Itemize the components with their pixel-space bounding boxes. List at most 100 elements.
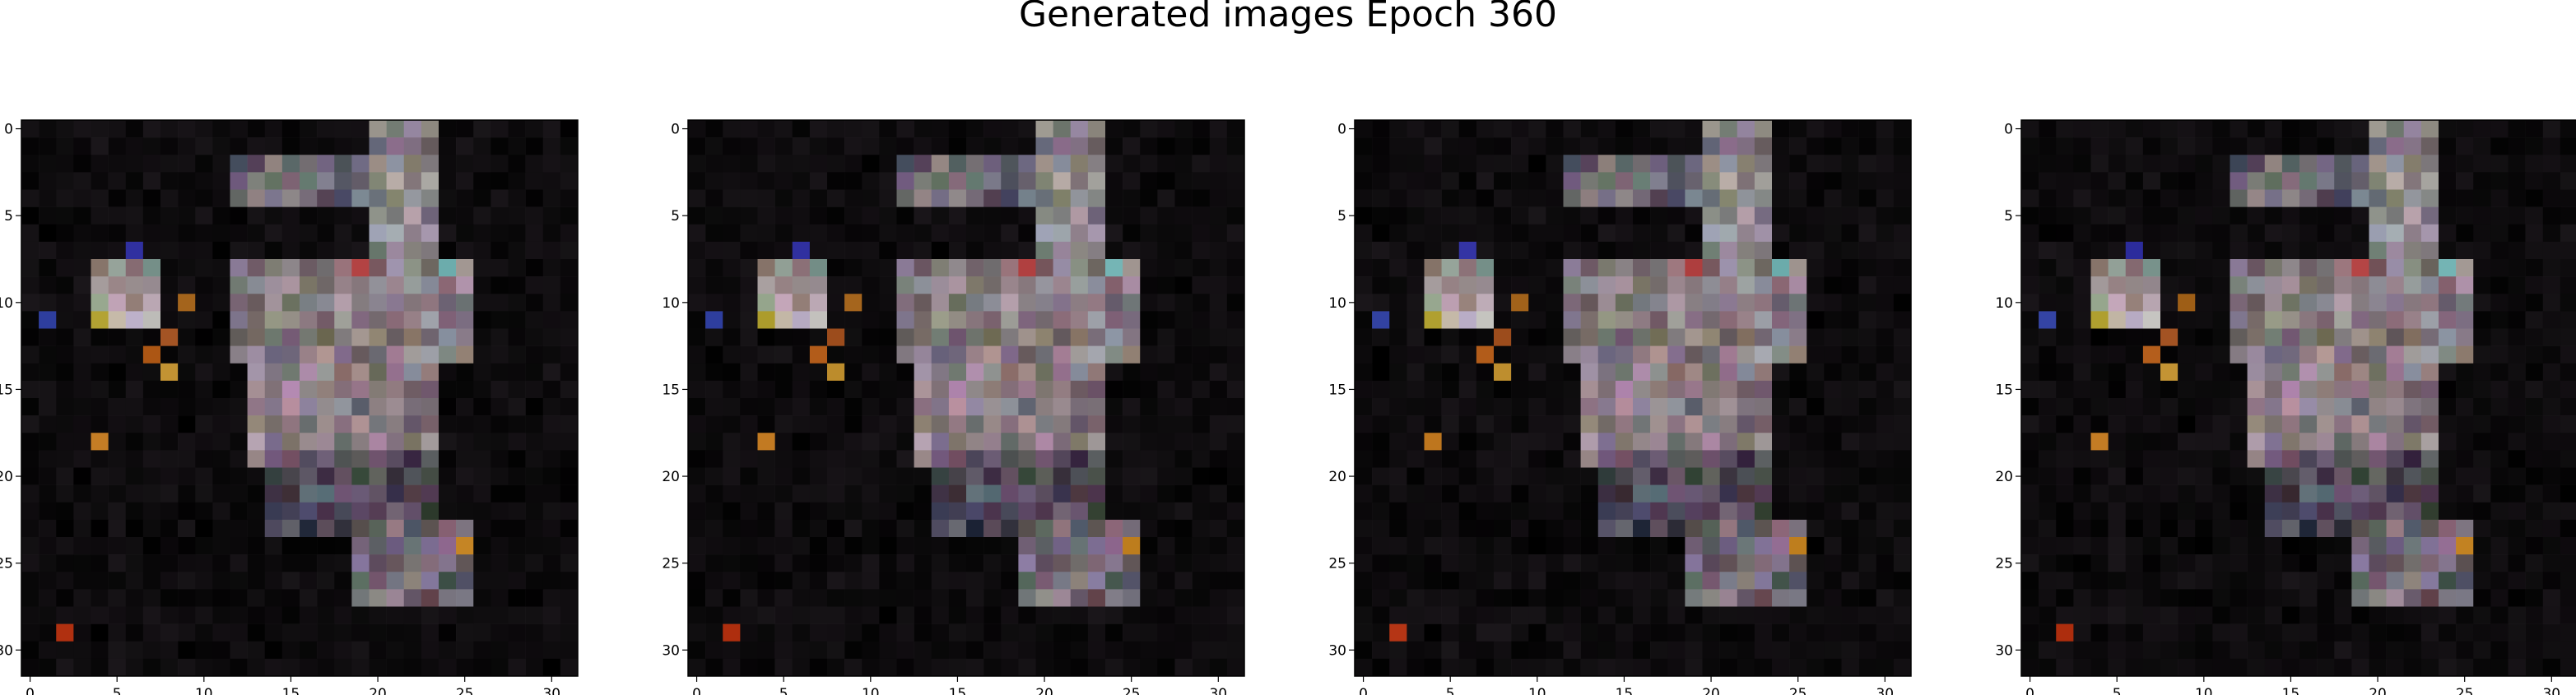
pixel [456,415,474,433]
pixel [1615,189,1634,207]
pixel [2125,189,2144,207]
pixel [1035,363,1053,382]
pixel [1458,658,1477,677]
pixel [1563,294,1581,312]
pixel [2056,294,2074,312]
pixel [1476,155,1495,173]
pixel [300,450,318,468]
pixel [2108,589,2127,607]
pixel [1633,554,1651,572]
pixel [1754,415,1773,433]
pixel [723,137,741,155]
pixel [1719,259,1738,277]
pixel [809,259,828,277]
pixel [1123,172,1141,190]
pixel [281,276,300,294]
pixel [1858,554,1877,572]
pixel [2195,345,2213,364]
pixel [966,328,984,346]
pixel [142,276,161,294]
pixel [1070,241,1089,260]
pixel [1546,537,1564,555]
pixel [1140,259,1158,277]
pixel [1174,380,1193,399]
pixel [1858,467,1877,485]
pixel [230,155,248,173]
pixel [1597,380,1616,399]
pixel [1633,450,1651,468]
pixel [1667,450,1686,468]
pixel [439,276,457,294]
pixel [1209,276,1228,294]
pixel [212,328,230,346]
pixel [2369,658,2387,677]
pixel [705,415,723,433]
pixel [2212,450,2230,468]
pixel [792,502,811,521]
pixel [757,276,775,294]
pixel [705,311,723,329]
pixel [195,294,213,312]
pixel [456,206,474,225]
pixel [1035,206,1053,225]
pixel [317,606,335,624]
pixel [1494,241,1512,260]
pixel [2039,137,2057,155]
pixel [1597,641,1616,660]
pixel [1511,572,1529,590]
pixel [1476,519,1495,538]
pixel [1123,450,1141,468]
pixel [1424,398,1442,416]
pixel [2490,294,2509,312]
pixel [230,345,248,364]
y-tick-label: 30 [1995,642,2013,659]
pixel [334,241,352,260]
pixel [1876,311,1895,329]
pixel [2090,363,2109,382]
pixel [1789,519,1807,538]
pixel [2264,363,2283,382]
pixel [2525,467,2544,485]
pixel [2073,363,2091,382]
pixel [740,276,758,294]
pixel [1070,537,1089,555]
pixel [264,328,283,346]
pixel [1876,623,1895,642]
pixel [2230,294,2248,312]
pixel [2386,311,2405,329]
pixel [491,137,509,155]
pixel [1018,433,1036,451]
pixel [1719,363,1738,382]
pixel [1053,155,1072,173]
pixel [966,415,984,433]
pixel [862,415,880,433]
pixel [757,433,775,451]
pixel [73,311,91,329]
pixel [1001,328,1019,346]
pixel [983,502,1002,521]
pixel [1650,623,1668,642]
pixel [688,294,706,312]
pixel [1650,363,1668,382]
pixel [351,311,370,329]
pixel [2351,641,2369,660]
pixel [39,623,57,642]
pixel [1841,641,1859,660]
pixel [2125,345,2144,364]
pixel [1546,224,1564,243]
pixel [1702,623,1720,642]
pixel [705,537,723,555]
pixel [792,363,811,382]
pixel [542,328,561,346]
pixel [73,380,91,399]
pixel [740,502,758,521]
pixel [1070,137,1089,155]
pixel [1615,658,1634,677]
pixel [91,363,109,382]
pixel [91,155,109,173]
pixel [473,554,491,572]
pixel [2473,658,2491,677]
pixel [2073,380,2091,399]
pixel [809,433,828,451]
pixel [1772,433,1790,451]
